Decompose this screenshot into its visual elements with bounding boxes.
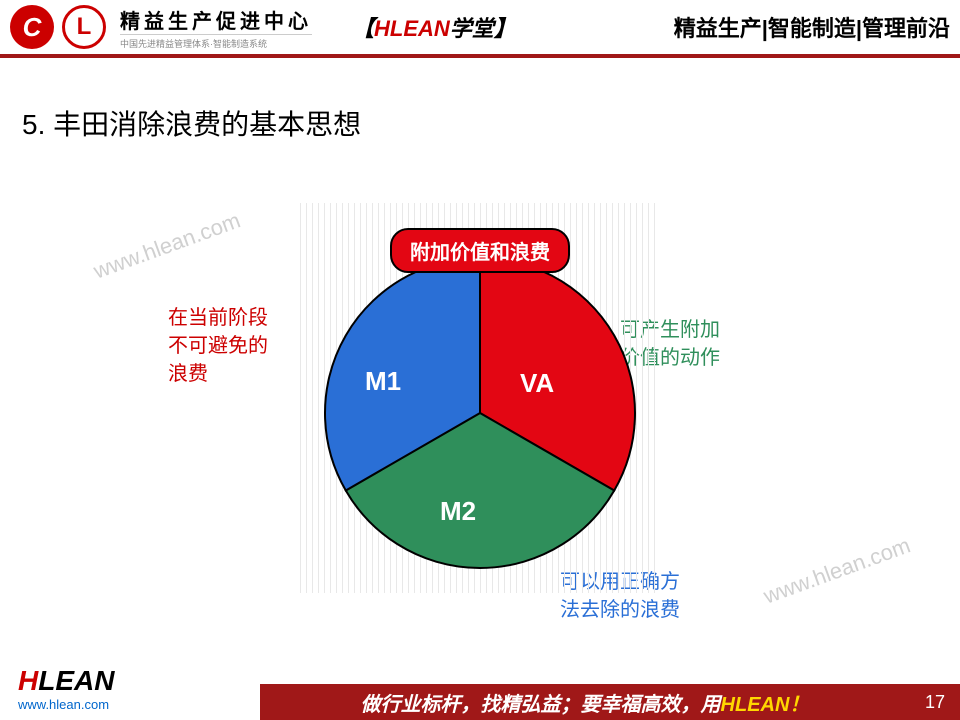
footer: HLEAN www.hlean.com 做行业标杆，找精弘益；要幸福高效，用HL… bbox=[0, 660, 960, 720]
logo-c-icon: C bbox=[10, 5, 54, 49]
content: 5. 丰田消除浪费的基本思想 附加价值和浪费 M1 VA M2 在当前阶段不可避免的… bbox=[0, 58, 960, 638]
logo-sub: 中国先进精益管理体系·智能制造系统 bbox=[120, 34, 312, 50]
section-title: 5. 丰田消除浪费的基本思想 bbox=[22, 103, 361, 143]
slogan-pre: 做行业标杆，找精弘益；要幸福高效，用 bbox=[361, 694, 721, 716]
pie-chart bbox=[320, 253, 640, 573]
footer-url: www.hlean.com bbox=[18, 697, 114, 712]
page-number: 17 bbox=[910, 692, 960, 713]
logo-group: C L 精益生产促进中心 中国先进精益管理体系·智能制造系统 bbox=[10, 5, 312, 50]
footer-logo-h: H bbox=[18, 665, 38, 696]
header-right: 精益生产|智能制造|管理前沿 bbox=[674, 11, 950, 43]
pie-label-m1: M1 bbox=[365, 366, 401, 397]
bracket-l: 【 bbox=[352, 16, 374, 41]
header-mid: 【HLEAN学堂】 bbox=[352, 11, 516, 43]
annotation-m1: 在当前阶段不可避免的浪费 bbox=[168, 304, 268, 388]
footer-logo-lean: LEAN bbox=[38, 665, 114, 696]
pie-label-va: VA bbox=[520, 368, 554, 399]
pie-label-m2: M2 bbox=[440, 496, 476, 527]
logo-text: 精益生产促进中心 中国先进精益管理体系·智能制造系统 bbox=[120, 5, 312, 50]
footer-bar: 做行业标杆，找精弘益；要幸福高效，用HLEAN！ 17 bbox=[260, 684, 960, 720]
slogan-em: HLEAN！ bbox=[721, 694, 810, 716]
footer-slogan: 做行业标杆，找精弘益；要幸福高效，用HLEAN！ bbox=[260, 688, 910, 717]
logo-l-icon: L bbox=[62, 5, 106, 49]
logo-main: 精益生产促进中心 bbox=[120, 5, 312, 34]
mid-red: HLEAN bbox=[374, 16, 450, 41]
bracket-r: 】 bbox=[494, 16, 516, 41]
watermark: www.hlean.com bbox=[760, 532, 914, 609]
mid-black: 学堂 bbox=[450, 16, 494, 41]
chart-badge: 附加价值和浪费 bbox=[390, 228, 570, 273]
header: C L 精益生产促进中心 中国先进精益管理体系·智能制造系统 【HLEAN学堂】… bbox=[0, 0, 960, 58]
watermark: www.hlean.com bbox=[90, 207, 244, 284]
footer-logo: HLEAN www.hlean.com bbox=[18, 665, 114, 712]
